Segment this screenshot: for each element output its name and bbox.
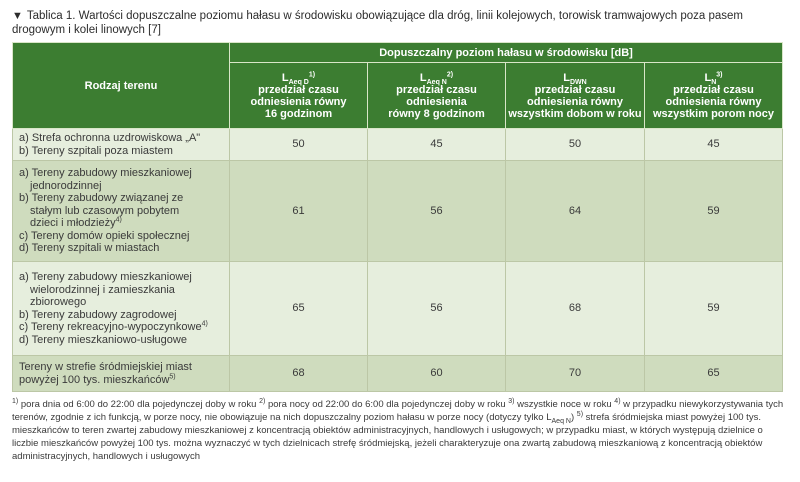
- value-cell-col-3: 50: [505, 128, 645, 161]
- terrain-line: powyżej 100 tys. mieszkańców5): [19, 372, 176, 386]
- value-cell-col-2: 56: [367, 160, 506, 262]
- footnote-sub: Aeq N: [551, 417, 571, 425]
- column-desc-line: równy 8 godzinom: [388, 107, 485, 120]
- terrain-line: a) Strefa ochronna uzdrowiskowa „A": [19, 132, 201, 144]
- footnote-text: wszystkie noce w roku: [514, 399, 615, 410]
- terrain-line: b) Tereny zabudowy zagrodowej: [19, 308, 177, 321]
- value-cell-col-1: 61: [229, 160, 368, 262]
- terrain-line: b) Tereny szpitali poza miastem: [19, 144, 173, 157]
- table-caption: ▼ Tablica 1. Wartości dopuszczalne poziom…: [12, 9, 788, 37]
- header-terrain-type: Rodzaj terenu: [12, 42, 230, 129]
- terrain-line: d) Tereny mieszkaniowo-usługowe: [19, 333, 187, 346]
- column-symbol: LAeq N2): [419, 70, 454, 86]
- terrain-line: Tereny w strefie śródmiejskiej miast: [19, 361, 192, 373]
- header-column-1: LAeq D1) przedział czasu odniesienia równy…: [229, 62, 368, 129]
- noise-limits-table: Rodzaj terenu Dopuszczalny poziom hałasu…: [12, 42, 784, 392]
- table-row: Tereny w strefie śródmiejskiej miast powy…: [12, 355, 784, 392]
- column-symbol-footnote: 1): [308, 70, 316, 78]
- footnote-sup: 4): [614, 397, 621, 405]
- column-symbol-footnote: 3): [716, 70, 723, 78]
- column-symbol-subscript: DWN: [570, 78, 587, 86]
- terrain-line: d) Tereny szpitali w miastach: [19, 242, 160, 255]
- footnote-sup: 2): [259, 397, 266, 405]
- column-desc-line: odniesienia równy: [250, 95, 347, 108]
- value-cell-col-2: 60: [367, 355, 506, 392]
- value-cell-col-4: 59: [643, 160, 784, 262]
- column-symbol-subscript: N: [711, 78, 717, 86]
- terrain-type-cell: a) Tereny zabudowy mieszkaniowej jednorod…: [12, 160, 230, 262]
- value-cell-col-3: 64: [505, 160, 645, 262]
- caption-text: Tablica 1. Wartości dopuszczalne poziomu…: [12, 10, 743, 36]
- column-desc-line: odniesienia: [406, 95, 467, 108]
- footnote-text: porа nocy od 22:00 do 6:00 dla pojedyncz…: [265, 399, 509, 410]
- table-row: a) Strefa ochronna uzdrowiskowa „A" b) Te…: [12, 128, 784, 161]
- footnote-sup: 3): [508, 397, 515, 405]
- column-desc-line: przedział czasu: [258, 83, 339, 96]
- footnotes: 1) pora dnia od 6:00 do 22:00 dla pojedy…: [12, 398, 788, 463]
- column-desc-line: odniesienia równy: [665, 95, 762, 108]
- footnote-text: w przypadku niewykorzystywania tych tere…: [12, 399, 784, 423]
- value-cell-col-3: 68: [505, 261, 645, 356]
- value-cell-col-3: 70: [505, 355, 645, 392]
- footnote-text: pora dnia od 6:00 do 22:00 dla pojedyncz…: [18, 399, 260, 410]
- table-row: a) Tereny zabudowy mieszkaniowej wielorod…: [12, 261, 784, 356]
- terrain-type-cell: Tereny w strefie śródmiejskiej miast powy…: [12, 355, 230, 392]
- column-symbol: LN3): [704, 70, 723, 86]
- column-symbol: LAeq D1): [281, 70, 316, 86]
- footnote-text: strefa śródmiejska miast powyżej 100 tys…: [12, 412, 763, 462]
- header-column-3: LDWN przedział czasu odniesienia równy wszy…: [505, 62, 645, 129]
- terrain-line: dzieci i młodzieży4): [30, 216, 122, 230]
- caption-arrow-icon: ▼: [12, 10, 23, 22]
- header-column-2: LAeq N2) przedział czasu odniesienia równy …: [367, 62, 506, 129]
- value-cell-col-4: 45: [643, 128, 784, 161]
- terrain-line: b) Tereny zabudowy związanej ze: [19, 192, 184, 205]
- terrain-line: a) Tereny zabudowy mieszkaniowej: [19, 271, 192, 283]
- column-symbol-subscript: Aeq D: [288, 78, 309, 86]
- terrain-line: wielorodzinnej i zamieszkania: [30, 283, 175, 296]
- terrain-line: c) Tereny rekreacyjno-wypoczynkowe4): [19, 320, 208, 333]
- column-desc-line: przedział czasu: [396, 83, 477, 96]
- value-cell-col-1: 68: [229, 355, 368, 392]
- column-desc-line: przedział czasu: [673, 83, 754, 96]
- terrain-footnote-ref: 4): [201, 320, 208, 328]
- value-cell-col-1: 65: [229, 261, 368, 356]
- header-noise-level-group: Dopuszczalny poziom hałasu w środowisku …: [228, 42, 784, 63]
- column-desc-line: 16 godzinom: [264, 107, 333, 120]
- footnote-sup: 1): [12, 397, 19, 405]
- terrain-line: a) Tereny zabudowy mieszkaniowej: [19, 167, 192, 180]
- terrain-line: zbiorowego: [30, 296, 87, 308]
- terrain-footnote-ref: 5): [169, 372, 176, 380]
- column-symbol-subscript: Aeq N: [426, 78, 447, 86]
- footnote-text: ): [570, 412, 577, 423]
- terrain-type-cell: a) Strefa ochronna uzdrowiskowa „A" b) Te…: [12, 128, 230, 161]
- column-desc-line: wszystkim dobom w roku: [508, 107, 642, 120]
- value-cell-col-4: 59: [643, 261, 784, 356]
- column-desc-line: odniesienia równy: [527, 95, 623, 108]
- terrain-footnote-ref: 4): [115, 216, 122, 224]
- table-row: a) Tereny zabudowy mieszkaniowej jednorod…: [12, 160, 784, 262]
- terrain-line: stałym lub czasowym pobytem: [30, 204, 180, 217]
- value-cell-col-2: 45: [367, 128, 506, 161]
- header-column-4: LN3) przedział czasu odniesienia równy wszy…: [643, 62, 784, 129]
- column-symbol: LDWN: [563, 71, 587, 86]
- value-cell-col-2: 56: [367, 261, 506, 356]
- column-symbol-footnote: 2): [446, 70, 454, 78]
- value-cell-col-1: 50: [229, 128, 368, 161]
- terrain-type-cell: a) Tereny zabudowy mieszkaniowej wielorod…: [12, 261, 230, 356]
- footnote-sup: 5): [576, 410, 584, 418]
- column-desc-line: przedział czasu: [534, 83, 616, 96]
- terrain-line: c) Tereny domów opieki społecznej: [19, 229, 190, 242]
- value-cell-col-4: 65: [643, 355, 784, 392]
- terrain-line: jednorodzinnej: [30, 179, 102, 192]
- column-desc-line: wszystkim porom nocy: [652, 107, 775, 120]
